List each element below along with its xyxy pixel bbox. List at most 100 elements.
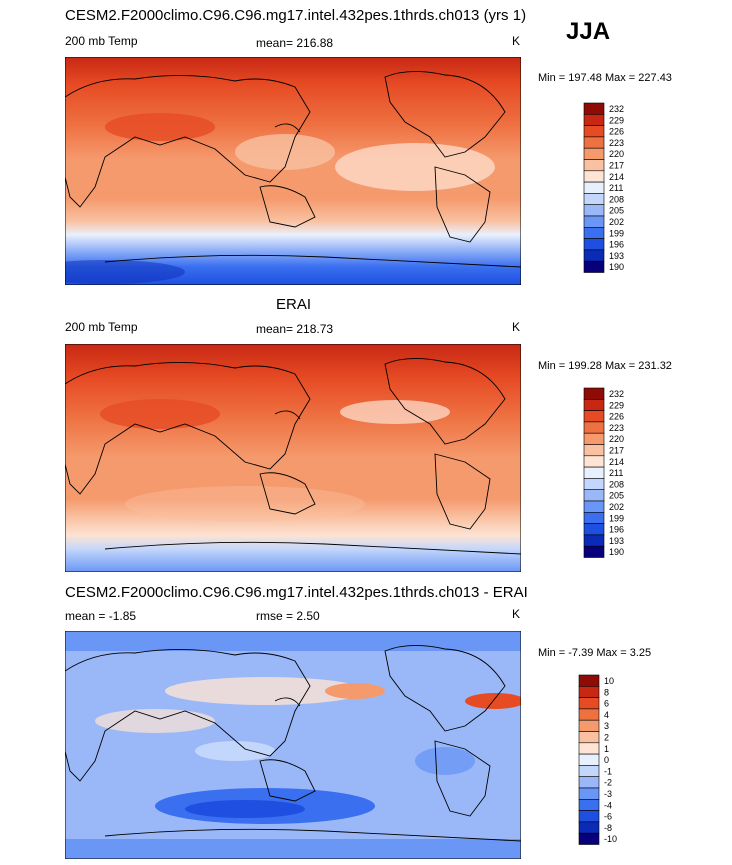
panel2-colorbar-swatch: [583, 523, 605, 536]
panel3-colorbar-swatch: [578, 753, 600, 766]
panel3-title: CESM2.F2000climo.C96.C96.mg17.intel.432p…: [65, 584, 528, 601]
panel3-colorbar-tick-label: -3: [604, 789, 612, 799]
season-label: JJA: [566, 18, 611, 45]
panel3-colorbar-swatch: [578, 765, 600, 778]
panel1-colorbar-tick-label: 208: [609, 194, 624, 204]
panel3-colorbar-tick-label: 2: [604, 733, 609, 743]
panel2-title: ERAI: [276, 296, 312, 313]
panel3-colorbar-tick-label: 10: [604, 676, 614, 686]
panel3-minmax: Min = -7.39 Max = 3.25: [538, 647, 652, 659]
panel2-colorbar-swatch: [583, 444, 605, 457]
panel2-colorbar-tick-label: 220: [609, 434, 624, 444]
panel1-colorbar-swatch: [583, 170, 605, 183]
panel2-colorbar: 2322292262232202172142112082052021991961…: [583, 387, 624, 558]
panel1-colorbar-tick-label: 196: [609, 240, 624, 250]
panel2-colorbar-swatch: [583, 478, 605, 491]
panel2-colorbar-swatch: [583, 545, 605, 558]
panel1-colorbar-tick-label: 223: [609, 138, 624, 148]
panel1-colorbar-swatch: [583, 204, 605, 217]
panel3-mean: mean = -1.85: [65, 609, 137, 623]
panel1-colorbar-tick-label: 205: [609, 206, 624, 216]
panel1-colorbar: 2322292262232202172142112082052021991961…: [583, 102, 624, 273]
panel1-minmax: Min = 197.48 Max = 227.43: [538, 72, 672, 84]
panel3-map: [65, 631, 521, 859]
panel3-colorbar-tick-label: 0: [604, 755, 609, 765]
panel2-colorbar-tick-label: 208: [609, 479, 624, 489]
panel2-colorbar-tick-label: 196: [609, 525, 624, 535]
panel2-map: [65, 344, 521, 572]
panel2-colorbar-tick-label: 223: [609, 423, 624, 433]
panel2-colorbar-swatch: [583, 421, 605, 434]
panel1-units: K: [512, 34, 521, 48]
panel2-colorbar-tick-label: 226: [609, 412, 624, 422]
panel1-colorbar-swatch: [583, 193, 605, 206]
panel3-colorbar-swatch: [578, 810, 600, 823]
panel3-colorbar-swatch: [578, 719, 600, 732]
panel2-colorbar-tick-label: 211: [609, 468, 623, 478]
panel1-colorbar-swatch: [583, 227, 605, 239]
panel1-colorbar-tick-label: 229: [609, 115, 624, 125]
panel3-colorbar-tick-label: 4: [604, 710, 609, 720]
panel1-colorbar-swatch: [583, 114, 605, 126]
panel3-colorbar-swatch: [578, 697, 600, 710]
panel3-rmse: rmse = 2.50: [256, 609, 320, 623]
panel3-colorbar-tick-label: -10: [604, 834, 617, 844]
panel1-colorbar-tick-label: 217: [609, 161, 624, 171]
panel2-colorbar-tick-label: 190: [609, 547, 624, 557]
panel1-colorbar-tick-label: 220: [609, 149, 624, 159]
panel2-colorbar-swatch: [583, 512, 605, 524]
panel3-colorbar-swatch: [578, 776, 600, 789]
panel2-colorbar-swatch: [583, 432, 605, 445]
panel3-colorbar-tick-label: -2: [604, 778, 612, 788]
panel2-minmax: Min = 199.28 Max = 231.32: [538, 360, 672, 372]
panel3-colorbar-swatch: [578, 708, 600, 721]
panel2-colorbar-swatch: [583, 500, 605, 513]
panel1-colorbar-swatch: [583, 215, 605, 228]
panel1-colorbar-tick-label: 214: [609, 172, 624, 182]
panel1-title: CESM2.F2000climo.C96.C96.mg17.intel.432p…: [65, 7, 527, 24]
panel2-colorbar-tick-label: 193: [609, 536, 624, 546]
panel3-colorbar-swatch: [578, 674, 600, 687]
panel2-units: K: [512, 320, 521, 334]
panel3-colorbar-swatch: [578, 731, 600, 744]
panel1-colorbar-swatch: [583, 102, 605, 115]
panel2-colorbar-tick-label: 229: [609, 400, 624, 410]
panel2-colorbar-swatch: [583, 399, 605, 411]
panel3-colorbar-swatch: [578, 799, 600, 811]
panel3-colorbar-swatch: [578, 742, 600, 755]
panel3-units: K: [512, 607, 521, 621]
panel2-colorbar-swatch: [583, 387, 605, 400]
panel3-colorbar-swatch: [578, 821, 600, 834]
panel3-colorbar-tick-label: -1: [604, 766, 612, 776]
panel1-field-label: 200 mb Temp: [65, 34, 138, 48]
panel1-colorbar-swatch: [583, 136, 605, 149]
panel3-colorbar-swatch: [578, 787, 600, 800]
panel1-colorbar-swatch: [583, 249, 605, 262]
panel3-colorbar-tick-label: -8: [604, 823, 612, 833]
panel1-map: [65, 57, 521, 285]
panel3-colorbar-tick-label: -6: [604, 812, 612, 822]
panel1-colorbar-tick-label: 211: [609, 183, 623, 193]
panel3-colorbar-tick-label: 3: [604, 721, 609, 731]
panel1-colorbar-swatch: [583, 147, 605, 160]
panel1-colorbar-swatch: [583, 260, 605, 273]
panel2-field-label: 200 mb Temp: [65, 320, 138, 334]
panel2-colorbar-tick-label: 199: [609, 513, 624, 523]
panel1-colorbar-tick-label: 190: [609, 262, 624, 272]
panel2-colorbar-swatch: [583, 410, 605, 423]
panel2-colorbar-swatch: [583, 466, 605, 479]
panel3-colorbar-tick-label: 8: [604, 687, 609, 697]
panel2-colorbar-swatch: [583, 455, 605, 468]
panel1-colorbar-tick-label: 202: [609, 217, 624, 227]
panel1-colorbar-tick-label: 226: [609, 127, 624, 137]
panel2-colorbar-tick-label: 205: [609, 491, 624, 501]
panel2-colorbar-swatch: [583, 489, 605, 502]
panel3-colorbar-tick-label: 1: [604, 744, 609, 754]
panel2-colorbar-tick-label: 217: [609, 446, 624, 456]
panel1-mean: mean= 216.88: [256, 36, 334, 50]
panel3-colorbar-tick-label: -4: [604, 800, 612, 810]
panel1-colorbar-tick-label: 199: [609, 228, 624, 238]
panel2-colorbar-swatch: [583, 534, 605, 547]
panel3-colorbar-swatch: [578, 686, 600, 698]
